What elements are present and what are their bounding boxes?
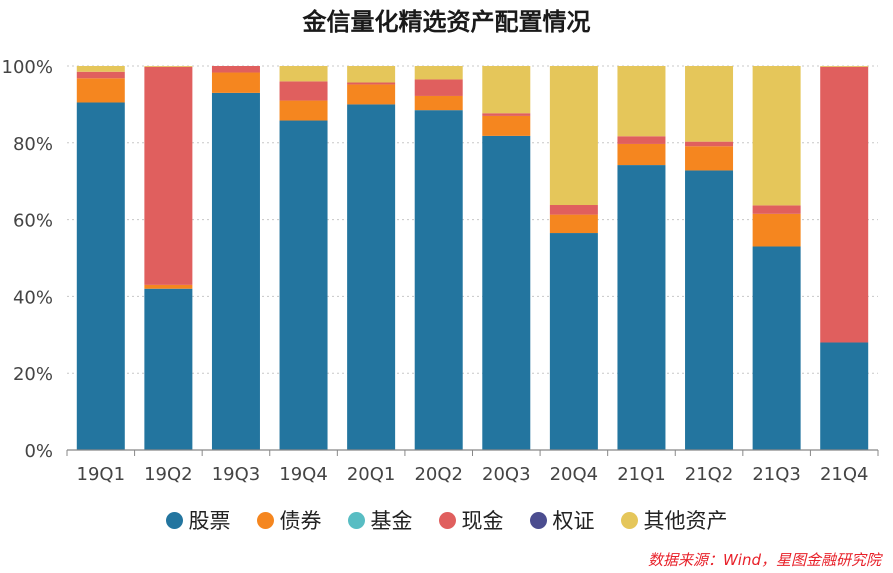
bar-segment	[617, 143, 666, 166]
bar-segment	[549, 214, 598, 234]
bar-segment	[211, 72, 260, 93]
bar-segment	[685, 141, 734, 147]
y-tick-label: 0%	[24, 441, 53, 462]
y-tick-label: 40%	[13, 287, 53, 308]
legend-swatch	[438, 511, 456, 529]
legend-label: 债券	[279, 509, 322, 533]
legend-item: 权证	[529, 505, 595, 535]
bar-segment	[617, 66, 666, 137]
bar-segment	[482, 66, 531, 114]
bar-segment	[752, 205, 801, 214]
x-tick-label: 19Q4	[279, 464, 328, 485]
bar-segment	[549, 205, 598, 215]
x-tick-label: 20Q3	[482, 464, 531, 485]
x-tick-label: 19Q3	[212, 464, 261, 485]
bar-segment	[144, 66, 193, 285]
legend: 股票 债券 基金 现金 权证 其他资产	[0, 505, 893, 535]
bar-segment	[617, 165, 666, 450]
x-tick-label: 21Q2	[685, 464, 734, 485]
bar-segment	[414, 95, 463, 111]
legend-swatch	[165, 511, 183, 529]
bar-segment	[414, 66, 463, 80]
x-tick-label: 21Q1	[617, 464, 666, 485]
bar-segment	[144, 288, 193, 450]
bar-segment	[482, 115, 531, 136]
x-tick-label: 19Q1	[77, 464, 126, 485]
bar-segment	[752, 246, 801, 450]
legend-item: 债券	[256, 505, 322, 535]
bars	[76, 66, 869, 451]
axes: 0% 20% 40% 60% 80% 100% 19Q1 19Q2 19Q3 19Q4 20Q1 20…	[2, 57, 879, 485]
bar-segment	[76, 102, 125, 450]
x-tick-label: 21Q4	[820, 464, 869, 485]
legend-item: 现金	[438, 505, 504, 535]
legend-item: 其他资产	[620, 505, 728, 535]
bar-segment	[347, 84, 396, 105]
legend-swatch	[529, 511, 547, 529]
legend-item: 基金	[347, 505, 413, 535]
legend-label: 其他资产	[643, 509, 728, 533]
bar-segment	[414, 79, 463, 96]
bar-segment	[76, 71, 125, 79]
legend-label: 权证	[552, 509, 595, 533]
bar-segment	[685, 170, 734, 450]
gridlines	[67, 65, 878, 374]
bar-segment	[752, 66, 801, 206]
bar-segment	[820, 342, 869, 450]
x-tick-label: 20Q4	[550, 464, 599, 485]
legend-label: 基金	[370, 509, 413, 533]
legend-label: 现金	[461, 509, 504, 533]
bar-segment	[76, 66, 125, 72]
bar-segment	[144, 66, 193, 67]
bar-segment	[279, 66, 328, 82]
bar-segment	[414, 110, 463, 450]
chart-title: 金信量化精选资产配置情况	[302, 8, 591, 36]
bar-segment	[211, 92, 260, 450]
bar-segment	[685, 66, 734, 142]
bar-segment	[76, 78, 125, 103]
bar-segment	[549, 233, 598, 450]
legend-swatch	[347, 511, 365, 529]
legend-label: 股票	[188, 509, 231, 533]
legend-item: 股票	[165, 505, 231, 535]
bar-segment	[482, 113, 531, 116]
bar-segment	[144, 284, 193, 289]
bar-segment	[685, 146, 734, 171]
source-note: 数据来源：Wind，星图金融研究院	[647, 551, 881, 569]
bar-segment	[482, 135, 531, 450]
x-tick-label: 20Q2	[414, 464, 463, 485]
x-tick-label: 21Q3	[752, 464, 801, 485]
y-tick-label: 100%	[2, 57, 53, 78]
bar-segment	[820, 66, 869, 343]
x-tick-label: 19Q2	[144, 464, 193, 485]
legend-swatch	[256, 511, 274, 529]
bar-segment	[617, 136, 666, 144]
bar-segment	[752, 213, 801, 247]
y-tick-label: 80%	[13, 134, 53, 155]
bar-segment	[211, 66, 260, 73]
bar-segment	[347, 82, 396, 85]
legend-swatch	[620, 511, 638, 529]
bar-segment	[820, 66, 869, 67]
bar-segment	[279, 120, 328, 450]
x-tick-label: 20Q1	[347, 464, 396, 485]
bar-segment	[347, 104, 396, 451]
bar-segment	[279, 81, 328, 101]
bar-segment	[279, 100, 328, 121]
y-tick-label: 60%	[13, 211, 53, 232]
bar-segment	[549, 66, 598, 206]
y-tick-label: 20%	[13, 364, 53, 385]
bar-segment	[347, 66, 396, 83]
